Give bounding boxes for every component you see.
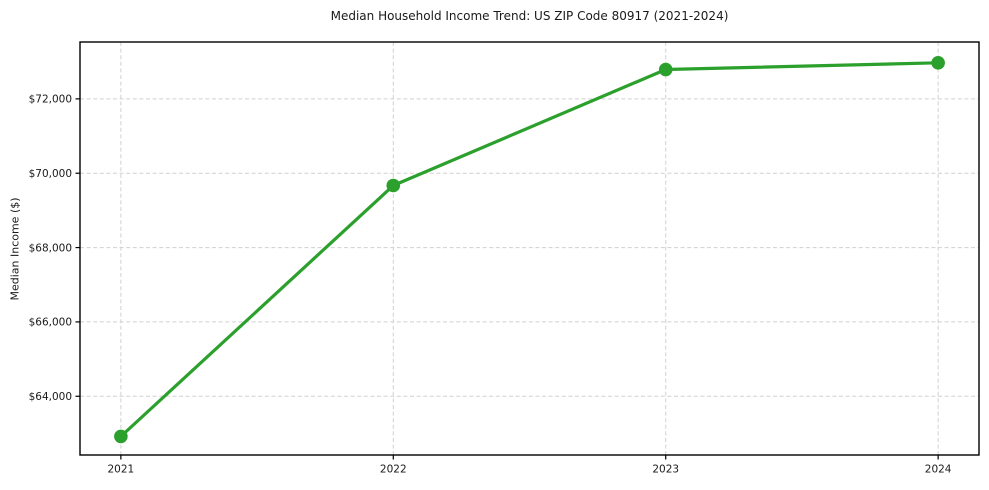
y-tick-label: $64,000	[29, 391, 72, 403]
y-tick-label: $72,000	[29, 94, 72, 106]
data-point-2023	[658, 62, 673, 77]
x-tick-label: 2024	[925, 464, 952, 476]
y-tick-label: $70,000	[29, 168, 72, 180]
income-trend-line	[119, 61, 940, 439]
axes-frame	[79, 41, 980, 456]
data-point-2024	[931, 56, 945, 70]
x-tick-label: 2022	[380, 464, 407, 476]
data-point-2021	[114, 429, 128, 444]
y-tick-label: $68,000	[29, 242, 72, 254]
chart-title: Median Household Income Trend: US ZIP Co…	[330, 9, 729, 23]
y-tick-label: $66,000	[29, 317, 72, 329]
data-point-2022	[386, 178, 401, 193]
x-tick-label: 2023	[652, 464, 679, 476]
x-tick-label: 2021	[107, 464, 134, 476]
